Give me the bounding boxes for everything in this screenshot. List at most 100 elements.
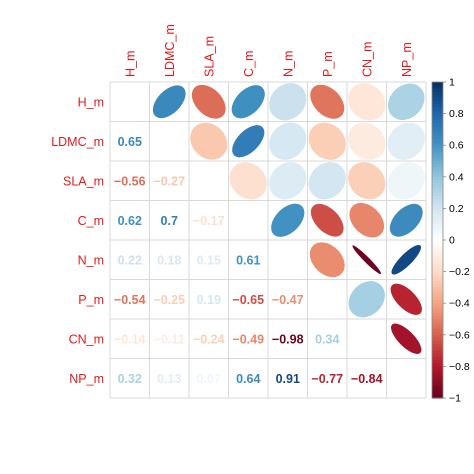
column-label-C_m: C_m	[242, 51, 256, 77]
colorbar-segment	[432, 281, 443, 285]
correlation-value-P_m-LDMC_m: −0.25	[153, 293, 185, 307]
colorbar-segment	[432, 116, 443, 121]
colorbar: 1 0.8 0.6 0.4 0.2 0 −0.2 −0.4 −0.6 −0.8 −1	[431, 77, 470, 405]
matrix-cell	[149, 279, 189, 319]
correlation-value-CN_m-N_m: −0.98	[272, 332, 304, 346]
colorbar-segment	[432, 240, 443, 244]
matrix-cell	[228, 358, 268, 398]
colorbar-segment	[432, 173, 443, 178]
colorbar-tick-label: 0.6	[449, 140, 464, 152]
matrix-cell	[110, 82, 150, 122]
matrix-cell	[228, 319, 268, 359]
colorbar-segment	[432, 382, 443, 386]
correlation-ellipse-LDMC_m-N_m	[269, 122, 307, 160]
colorbar-segment	[432, 233, 443, 238]
colorbar-segment	[432, 293, 443, 298]
colorbar-segment	[432, 309, 443, 314]
matrix-cell	[268, 319, 308, 359]
colorbar-segment	[432, 337, 443, 342]
colorbar-segment	[432, 97, 443, 102]
colorbar-segment	[432, 306, 443, 311]
colorbar-segment	[432, 157, 443, 162]
correlation-ellipse-SLA_m-P_m	[308, 162, 346, 200]
correlation-value-P_m-N_m: −0.47	[272, 293, 304, 307]
matrix-cell	[268, 358, 308, 398]
correlation-value-NP_m-P_m: −0.77	[311, 372, 343, 386]
matrix-cell	[149, 319, 189, 359]
colorbar-segment	[432, 290, 443, 295]
correlation-value-N_m-SLA_m: 0.15	[197, 253, 221, 267]
row-label-SLA_m: SLA_m	[63, 174, 104, 188]
matrix-cell	[347, 358, 387, 398]
colorbar-segment	[432, 227, 443, 232]
correlation-value-CN_m-P_m: 0.34	[315, 332, 339, 346]
colorbar-segment	[432, 202, 443, 206]
colorbar-segment	[432, 167, 443, 172]
row-labels: H_m LDMC_m SLA_m C_m N_m P_m CN_m NP_m	[51, 95, 104, 386]
colorbar-segment	[432, 350, 443, 355]
colorbar-segment	[432, 176, 443, 181]
correlation-value-SLA_m-LDMC_m: −0.27	[153, 174, 185, 188]
matrix-grid	[109, 81, 427, 399]
correlation-value-NP_m-CN_m: −0.84	[351, 372, 383, 386]
correlation-value-N_m-LDMC_m: 0.18	[157, 253, 181, 267]
matrix-cell	[110, 358, 150, 398]
matrix-cell	[307, 319, 347, 359]
correlation-value-CN_m-LDMC_m: −0.11	[154, 332, 185, 346]
matrix-cell	[149, 121, 189, 161]
column-label-LDMC_m: LDMC_m	[163, 24, 177, 77]
matrix-cell	[110, 319, 150, 359]
correlation-ellipse-C_m-N_m	[271, 203, 305, 237]
colorbar-segment	[432, 119, 443, 124]
correlation-ellipse-LDMC_m-CN_m	[348, 122, 386, 160]
row-label-C_m: C_m	[78, 214, 104, 228]
correlation-ellipse-P_m-CN_m	[348, 281, 385, 318]
colorbar-segment	[432, 161, 443, 165]
colorbar-segment	[432, 312, 443, 317]
colorbar-segment	[432, 151, 443, 156]
column-label-N_m: N_m	[281, 51, 295, 77]
colorbar-segment	[432, 246, 443, 251]
correlation-value-SLA_m-H_m: −0.56	[114, 174, 146, 188]
colorbar-segment	[432, 126, 443, 130]
matrix-cell	[347, 319, 387, 359]
correlation-ellipse-CN_m-NP_m	[391, 323, 422, 354]
colorbar-segment	[432, 344, 443, 349]
matrix-cell	[189, 279, 229, 319]
colorbar-segment	[432, 230, 443, 235]
matrix-cell	[307, 279, 347, 319]
colorbar-segment	[432, 243, 443, 247]
correlation-ellipse-SLA_m-C_m	[229, 162, 267, 200]
matrix-cell	[189, 319, 229, 359]
colorbar-segment	[432, 224, 443, 228]
colorbar-segment	[432, 284, 443, 288]
colorbar-segment	[432, 132, 443, 137]
colorbar-segment	[432, 198, 443, 203]
colorbar-segment	[432, 91, 443, 96]
correlation-ellipse-LDMC_m-NP_m	[387, 122, 425, 160]
colorbar-segment	[432, 135, 443, 140]
colorbar-segment	[432, 88, 443, 93]
column-label-P_m: P_m	[321, 51, 335, 77]
correlation-ellipse-P_m-NP_m	[390, 283, 422, 315]
row-label-P_m: P_m	[78, 293, 104, 307]
colorbar-segment	[432, 211, 443, 216]
correlation-marks: 0.65 −0.56 −0.27 0.62 0.7 −0.17 0.22 0.18 0.15 0.…	[114, 83, 425, 386]
correlation-value-NP_m-LDMC_m: 0.13	[157, 372, 181, 386]
colorbar-tick-label: 0.4	[449, 171, 464, 183]
correlation-ellipse-H_m-NP_m	[388, 83, 425, 120]
colorbar-segment	[432, 262, 443, 266]
colorbar-tick-label: −0.6	[449, 329, 470, 341]
correlation-ellipse-C_m-CN_m	[349, 202, 385, 238]
matrix-cell	[189, 161, 229, 201]
correlation-value-P_m-C_m: −0.65	[232, 293, 264, 307]
colorbar-segment	[432, 341, 443, 345]
matrix-cell	[149, 240, 189, 280]
colorbar-segment	[432, 236, 443, 241]
column-label-SLA_m: SLA_m	[202, 36, 216, 77]
matrix-cell	[110, 161, 150, 201]
matrix-cell	[110, 200, 150, 240]
colorbar-segment	[432, 129, 443, 134]
colorbar-segment	[432, 179, 443, 184]
